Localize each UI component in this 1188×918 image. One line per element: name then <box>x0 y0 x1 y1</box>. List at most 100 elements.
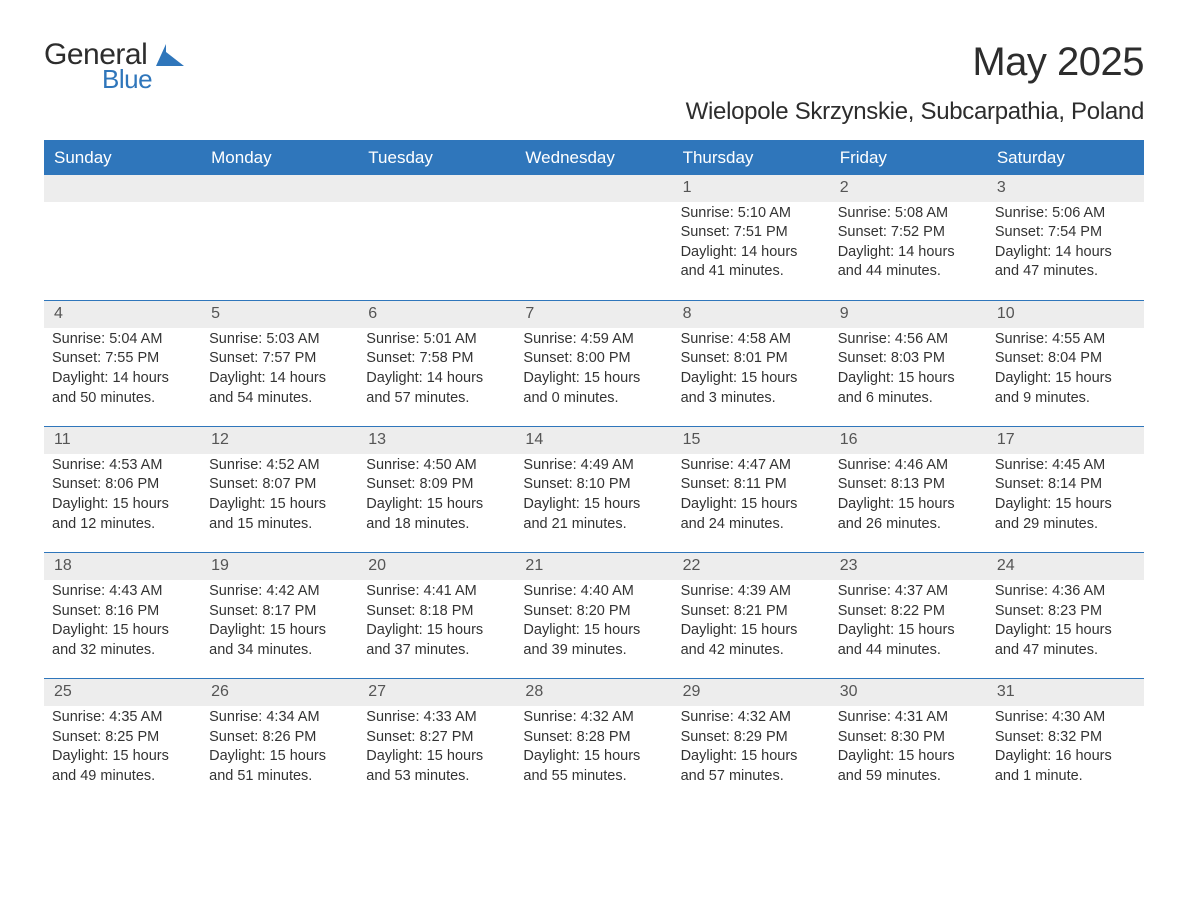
day-number-cell: 31 <box>987 679 1144 706</box>
day-detail-cell: Sunrise: 4:37 AMSunset: 8:22 PMDaylight:… <box>830 580 987 679</box>
day-number-cell: 11 <box>44 427 201 454</box>
day-number-cell: 24 <box>987 553 1144 580</box>
daylight2-text: and 59 minutes. <box>838 767 979 787</box>
sunset-text: Sunset: 8:09 PM <box>366 475 507 495</box>
daylight1-text: Daylight: 15 hours <box>209 747 350 767</box>
sunset-text: Sunset: 8:06 PM <box>52 475 193 495</box>
day-detail-cell: Sunrise: 4:53 AMSunset: 8:06 PMDaylight:… <box>44 454 201 553</box>
daylight2-text: and 53 minutes. <box>366 767 507 787</box>
sunset-text: Sunset: 8:18 PM <box>366 602 507 622</box>
sunset-text: Sunset: 7:52 PM <box>838 223 979 243</box>
daylight1-text: Daylight: 15 hours <box>681 495 822 515</box>
day-detail-cell: Sunrise: 4:59 AMSunset: 8:00 PMDaylight:… <box>515 328 672 427</box>
sunset-text: Sunset: 8:17 PM <box>209 602 350 622</box>
daylight2-text: and 32 minutes. <box>52 641 193 661</box>
day-detail-cell: Sunrise: 4:30 AMSunset: 8:32 PMDaylight:… <box>987 706 1144 804</box>
sunset-text: Sunset: 8:29 PM <box>681 728 822 748</box>
sunset-text: Sunset: 8:23 PM <box>995 602 1136 622</box>
daylight1-text: Daylight: 15 hours <box>838 495 979 515</box>
day-number-cell: 12 <box>201 427 358 454</box>
sunrise-text: Sunrise: 4:39 AM <box>681 582 822 602</box>
daylight2-text: and 42 minutes. <box>681 641 822 661</box>
sunset-text: Sunset: 8:00 PM <box>523 349 664 369</box>
sunrise-text: Sunrise: 4:40 AM <box>523 582 664 602</box>
day-detail-cell: Sunrise: 5:10 AMSunset: 7:51 PMDaylight:… <box>673 202 830 301</box>
sunset-text: Sunset: 8:30 PM <box>838 728 979 748</box>
sunset-text: Sunset: 8:03 PM <box>838 349 979 369</box>
day-number-cell: 15 <box>673 427 830 454</box>
day-detail-cell: Sunrise: 4:33 AMSunset: 8:27 PMDaylight:… <box>358 706 515 804</box>
day-detail-cell: Sunrise: 4:55 AMSunset: 8:04 PMDaylight:… <box>987 328 1144 427</box>
day-number-cell: 7 <box>515 301 672 328</box>
daylight2-text: and 6 minutes. <box>838 389 979 409</box>
sunset-text: Sunset: 7:57 PM <box>209 349 350 369</box>
daylight1-text: Daylight: 15 hours <box>681 747 822 767</box>
day-number-cell: 30 <box>830 679 987 706</box>
sunset-text: Sunset: 8:22 PM <box>838 602 979 622</box>
daylight2-text: and 29 minutes. <box>995 515 1136 535</box>
detail-row: Sunrise: 4:35 AMSunset: 8:25 PMDaylight:… <box>44 706 1144 804</box>
daylight2-text: and 55 minutes. <box>523 767 664 787</box>
sunrise-text: Sunrise: 4:45 AM <box>995 456 1136 476</box>
daylight1-text: Daylight: 15 hours <box>838 621 979 641</box>
day-number-cell <box>358 175 515 202</box>
day-detail-cell: Sunrise: 4:50 AMSunset: 8:09 PMDaylight:… <box>358 454 515 553</box>
daylight1-text: Daylight: 15 hours <box>523 495 664 515</box>
daylight2-text: and 54 minutes. <box>209 389 350 409</box>
daylight1-text: Daylight: 14 hours <box>681 243 822 263</box>
day-number-cell: 27 <box>358 679 515 706</box>
day-detail-cell <box>44 202 201 301</box>
day-number-cell: 9 <box>830 301 987 328</box>
sunset-text: Sunset: 8:28 PM <box>523 728 664 748</box>
daylight2-text: and 0 minutes. <box>523 389 664 409</box>
sunset-text: Sunset: 8:21 PM <box>681 602 822 622</box>
daylight1-text: Daylight: 15 hours <box>523 621 664 641</box>
day-number-cell: 8 <box>673 301 830 328</box>
daylight1-text: Daylight: 15 hours <box>52 621 193 641</box>
sunrise-text: Sunrise: 4:55 AM <box>995 330 1136 350</box>
daylight2-text: and 44 minutes. <box>838 262 979 282</box>
day-detail-cell: Sunrise: 4:43 AMSunset: 8:16 PMDaylight:… <box>44 580 201 679</box>
day-number-cell: 21 <box>515 553 672 580</box>
daylight1-text: Daylight: 15 hours <box>681 369 822 389</box>
daylight1-text: Daylight: 15 hours <box>523 369 664 389</box>
daylight2-text: and 49 minutes. <box>52 767 193 787</box>
day-detail-cell: Sunrise: 4:34 AMSunset: 8:26 PMDaylight:… <box>201 706 358 804</box>
daylight1-text: Daylight: 15 hours <box>995 495 1136 515</box>
logo-text: General Blue <box>44 40 152 92</box>
sunrise-text: Sunrise: 4:32 AM <box>681 708 822 728</box>
sunset-text: Sunset: 8:27 PM <box>366 728 507 748</box>
day-detail-cell: Sunrise: 4:32 AMSunset: 8:28 PMDaylight:… <box>515 706 672 804</box>
day-detail-cell <box>515 202 672 301</box>
daylight1-text: Daylight: 14 hours <box>838 243 979 263</box>
logo-blue: Blue <box>102 66 152 92</box>
daylight2-text: and 39 minutes. <box>523 641 664 661</box>
sunrise-text: Sunrise: 4:59 AM <box>523 330 664 350</box>
day-detail-cell: Sunrise: 4:52 AMSunset: 8:07 PMDaylight:… <box>201 454 358 553</box>
day-number-cell: 14 <box>515 427 672 454</box>
logo-icon <box>156 44 184 71</box>
sunrise-text: Sunrise: 5:08 AM <box>838 204 979 224</box>
daynum-row: 11121314151617 <box>44 427 1144 454</box>
daylight2-text: and 57 minutes. <box>681 767 822 787</box>
daylight2-text: and 51 minutes. <box>209 767 350 787</box>
daylight2-text: and 34 minutes. <box>209 641 350 661</box>
day-detail-cell: Sunrise: 5:03 AMSunset: 7:57 PMDaylight:… <box>201 328 358 427</box>
day-detail-cell: Sunrise: 4:58 AMSunset: 8:01 PMDaylight:… <box>673 328 830 427</box>
sunset-text: Sunset: 8:20 PM <box>523 602 664 622</box>
day-number-cell: 5 <box>201 301 358 328</box>
daylight1-text: Daylight: 14 hours <box>52 369 193 389</box>
day-number-cell <box>515 175 672 202</box>
daynum-row: 18192021222324 <box>44 553 1144 580</box>
day-detail-cell: Sunrise: 4:35 AMSunset: 8:25 PMDaylight:… <box>44 706 201 804</box>
sunrise-text: Sunrise: 5:01 AM <box>366 330 507 350</box>
day-number-cell: 1 <box>673 175 830 202</box>
sunset-text: Sunset: 8:07 PM <box>209 475 350 495</box>
sunset-text: Sunset: 7:55 PM <box>52 349 193 369</box>
sunrise-text: Sunrise: 4:42 AM <box>209 582 350 602</box>
day-number-cell: 10 <box>987 301 1144 328</box>
daylight1-text: Daylight: 14 hours <box>209 369 350 389</box>
sunrise-text: Sunrise: 4:36 AM <box>995 582 1136 602</box>
day-number-cell: 16 <box>830 427 987 454</box>
daylight1-text: Daylight: 14 hours <box>995 243 1136 263</box>
